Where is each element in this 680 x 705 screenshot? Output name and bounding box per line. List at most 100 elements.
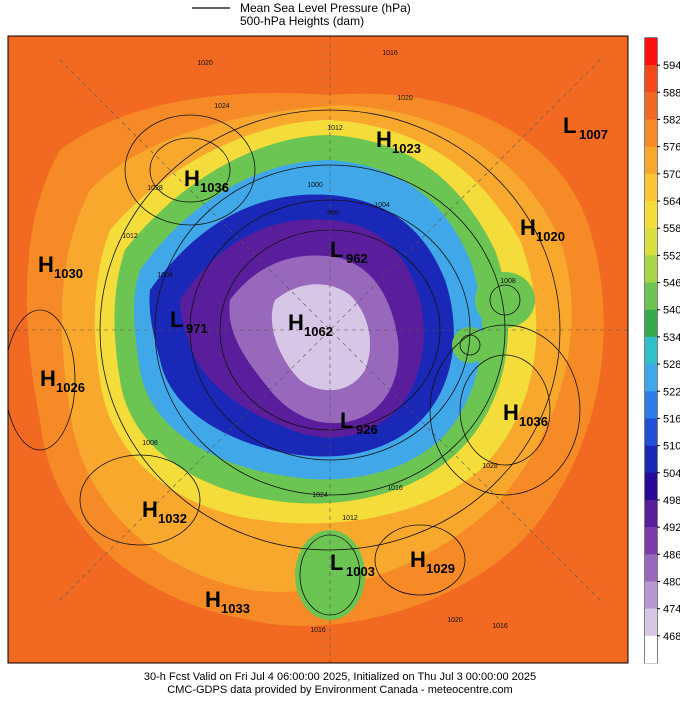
colorbar-label: 498 [663,495,680,507]
colorbar-label: 510 [663,441,680,453]
pressure-center: H 1033 [205,587,250,616]
center-value: 971 [186,321,208,336]
pressure-center: H 1062 [288,310,333,339]
footer-text: 30-h Fcst Valid on Fri Jul 4 06:00:00 20… [144,671,536,683]
pressure-center: H 1026 [40,366,85,395]
contour-label: 1000 [307,182,323,189]
legend-text: Mean Sea Level Pressure (hPa) [240,1,411,15]
colorbar-segment [645,499,657,528]
center-letter: H [376,127,392,152]
pressure-center: H 1030 [38,252,83,281]
contour-label: 1028 [147,185,163,192]
contour-label: 1008 [142,440,158,447]
colorbar-label: 564 [663,196,680,208]
colorbar-label: 516 [663,413,680,425]
contour-label: 1016 [310,627,326,634]
colorbar-segment [645,92,657,120]
contour-label: 1004 [157,272,173,279]
graticule [8,36,628,663]
colorbar-label: 552 [663,250,680,262]
contour-label: 1016 [382,50,398,57]
contour-label: 1012 [342,515,358,522]
pressure-center: H 1036 [184,166,229,195]
center-value: 1036 [519,414,548,429]
center-value: 1003 [346,564,375,579]
colorbar-segment [645,119,657,147]
pressure-center: L 962 [330,237,368,266]
colorbar-segment [645,255,657,283]
map-frame [7,35,629,664]
center-letter: H [38,252,54,277]
center-letter: H [410,547,426,572]
contour-label: 1016 [387,485,403,492]
colorbar-segment [645,228,657,256]
center-value: 962 [346,251,368,266]
pressure-center: L 971 [170,307,208,336]
colorbar-label: 528 [663,359,680,371]
colorbar-label: 522 [663,386,680,398]
contour-label: 1024 [214,103,230,110]
colorbar-segment [645,608,657,637]
contour-label: 1028 [482,463,498,470]
center-letter: L [330,237,343,262]
colorbar-label: 576 [663,142,680,154]
colorbar-label: 594 [663,60,680,72]
center-value: 1007 [579,127,608,142]
colorbar-segment [645,282,657,311]
center-value: 926 [356,422,378,437]
colorbar-segment [645,391,657,419]
center-value: 1029 [426,561,455,576]
center-value: 1023 [392,141,421,156]
colorbar-label: 486 [663,549,680,561]
colorbar-segment [645,527,657,555]
center-letter: L [563,113,576,138]
center-letter: L [170,307,183,332]
center-letter: H [142,497,158,522]
contour-label: 1012 [122,233,138,240]
pressure-center: H 1029 [410,547,455,576]
colorbar-segment [645,554,657,582]
center-letter: H [184,166,200,191]
colorbar-segment [645,581,657,609]
colorbar-label: 546 [663,278,680,290]
center-value: 1032 [158,511,187,526]
colorbar-label: 582 [663,115,680,127]
colorbar-label: 558 [663,223,680,235]
contour-label: 1004 [374,202,390,209]
center-value: 1062 [304,324,333,339]
contour-label: 1024 [312,492,328,499]
center-letter: H [503,400,519,425]
colorbar-segment [645,309,657,338]
colorbar-label: 570 [663,169,680,181]
colorbar-segment [645,445,657,474]
center-letter: H [40,366,56,391]
pressure-center: L 1003 [330,550,375,579]
colorbar-segment [645,336,657,365]
colorbar-label: 504 [663,468,680,480]
contour-label: 1020 [447,617,463,624]
pressure-center: H 1020 [520,215,565,244]
legend-text: 500-hPa Heights (dam) [240,14,364,28]
colorbar-segment [645,173,657,202]
contour-label: 1020 [397,95,413,102]
center-value: 1030 [54,266,83,281]
colorbar-label: 534 [663,332,680,344]
pressure-center: H 1032 [142,497,187,526]
map [7,35,629,664]
colorbar-segment [645,418,657,446]
colorbar-label: 480 [663,576,680,588]
colorbar-segment [645,364,657,392]
colorbar-segment [645,38,657,66]
contour-label: 1008 [500,278,516,285]
center-value: 1036 [200,180,229,195]
center-letter: H [288,310,304,335]
colorbar-segment [645,472,657,501]
contour-label: 996 [327,210,339,217]
center-letter: H [520,215,536,240]
colorbar-segment [645,65,657,93]
pressure-center: L 926 [340,408,378,437]
center-letter: L [340,408,353,433]
center-letter: L [330,550,343,575]
